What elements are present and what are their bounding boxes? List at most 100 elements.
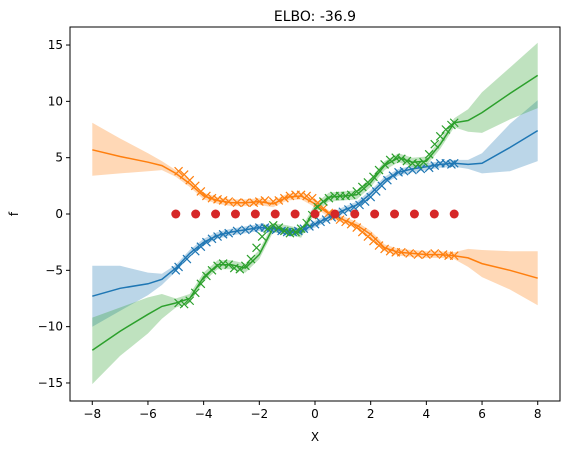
observation-orange: [224, 197, 234, 207]
x-tick-label: 2: [367, 407, 375, 421]
observation-orange: [196, 187, 206, 196]
observation-orange: [254, 197, 264, 207]
observation-green: [449, 118, 459, 128]
observation-orange: [307, 193, 317, 203]
observation-blue: [299, 224, 309, 234]
observation-blue: [399, 166, 409, 176]
observation-orange: [363, 232, 373, 241]
observation-blue: [394, 167, 403, 177]
observation-blue: [310, 219, 320, 229]
observation-blue: [224, 228, 234, 238]
inducing-point: [370, 209, 380, 219]
observation-blue: [416, 164, 426, 174]
observation-orange: [240, 198, 250, 208]
observation-orange: [279, 193, 289, 203]
inducing-point: [290, 209, 300, 219]
observation-blue: [382, 175, 392, 185]
x-tick-label: 4: [423, 407, 431, 421]
observation-orange: [413, 250, 423, 259]
inducing-point: [191, 209, 201, 219]
observation-green: [391, 153, 401, 163]
observation-orange: [396, 247, 406, 257]
observation-blue: [190, 246, 200, 256]
observation-orange: [268, 197, 278, 207]
y-axis-label: f: [7, 211, 21, 216]
observation-blue: [207, 234, 217, 244]
observation-orange: [318, 203, 328, 213]
observation-orange: [285, 191, 295, 201]
observation-blue: [213, 232, 222, 241]
inducing-point: [350, 209, 360, 219]
observation-green: [263, 224, 273, 234]
inducing-point: [270, 209, 280, 219]
observation-orange: [201, 191, 211, 201]
observation-green: [385, 155, 395, 165]
observation-blue: [260, 223, 270, 232]
y-tick-label: 0: [55, 207, 63, 221]
observation-green: [213, 261, 222, 271]
observation-green: [218, 259, 228, 268]
inducing-points: [171, 209, 459, 219]
mean-line-green: [91, 74, 539, 351]
observation-green: [285, 228, 295, 238]
observation-orange: [385, 246, 395, 256]
observation-blue: [249, 224, 259, 234]
observation-green: [380, 160, 390, 169]
inducing-point: [171, 209, 181, 219]
observation-blue: [316, 217, 325, 227]
y-tick-label: −15: [38, 376, 63, 390]
observation-orange: [174, 166, 184, 176]
y-tick-label: −5: [45, 263, 63, 277]
observation-blue: [388, 171, 398, 181]
observation-blue: [196, 242, 206, 252]
observation-orange: [357, 227, 367, 237]
observation-green: [341, 191, 351, 201]
observation-green: [424, 149, 434, 159]
observation-green: [413, 160, 423, 169]
observation-green: [291, 227, 300, 237]
observation-green: [268, 220, 278, 230]
observation-blue: [360, 197, 370, 207]
observation-blue: [174, 262, 184, 272]
observation-blue: [232, 226, 242, 236]
inducing-point: [250, 209, 260, 219]
observation-orange: [352, 223, 362, 232]
x-tick-label: 0: [311, 407, 319, 421]
observation-orange: [302, 191, 312, 201]
observation-green: [190, 288, 200, 298]
y-tick-label: 5: [55, 151, 63, 165]
observation-orange: [380, 244, 390, 254]
x-tick-label: −8: [83, 407, 101, 421]
observation-green: [435, 131, 445, 141]
observation-orange: [346, 219, 356, 229]
inducing-point: [449, 209, 459, 219]
x-tick-label: −2: [250, 407, 268, 421]
observation-orange: [405, 249, 415, 258]
observation-blue: [218, 229, 228, 239]
observation-orange: [430, 249, 440, 258]
observation-orange: [341, 217, 351, 227]
observation-green: [402, 156, 412, 166]
observation-green: [257, 232, 267, 241]
x-tick-label: 6: [478, 407, 486, 421]
inducing-point: [409, 209, 419, 219]
observation-blue: [240, 225, 250, 235]
observation-orange: [374, 241, 384, 250]
observation-orange: [213, 194, 222, 204]
observation-green: [174, 298, 184, 308]
observation-green: [240, 261, 250, 271]
chart-title: ELBO: -36.9: [274, 9, 356, 25]
observation-blue: [201, 237, 211, 247]
observation-green: [396, 154, 406, 164]
observation-orange: [369, 236, 378, 246]
y-tick-label: 15: [48, 38, 63, 52]
inducing-point: [211, 209, 221, 219]
observation-orange: [260, 196, 270, 205]
observation-blue: [355, 200, 364, 210]
observation-blue: [430, 161, 440, 170]
y-tick-label: −10: [38, 320, 63, 334]
observation-green: [357, 182, 367, 192]
observation-blue: [449, 158, 459, 168]
observation-orange: [296, 190, 306, 200]
